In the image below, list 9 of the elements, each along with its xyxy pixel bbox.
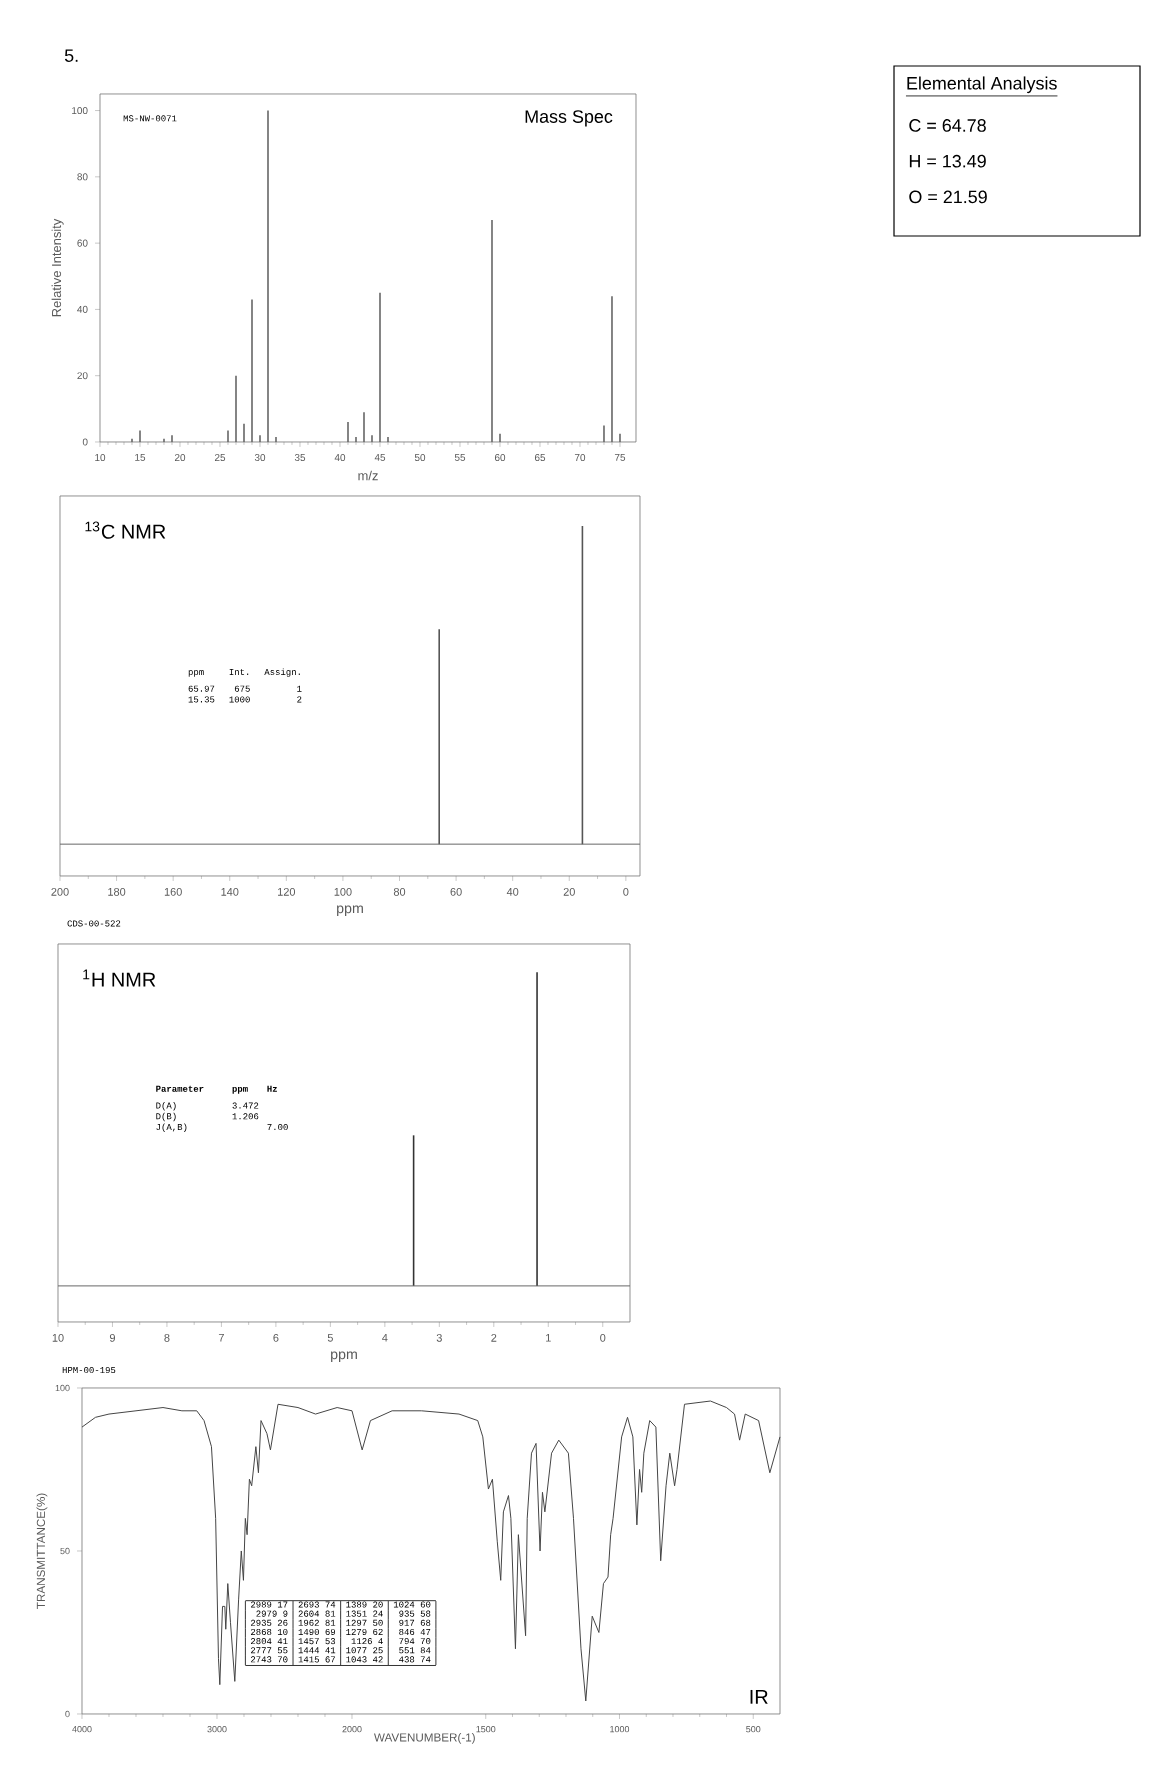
text: Elemental Analysis: [907, 76, 1057, 94]
chart-title: $^{13}$C NMR: [85, 521, 166, 539]
text: 5.: [64, 49, 78, 62]
chart-title: $^{1}$H NMR: [83, 969, 156, 987]
text: H = 13.49: [909, 154, 986, 168]
text: IR: [750, 1689, 768, 1704]
text: O = 21.59: [909, 190, 987, 204]
text: C = 64.78: [909, 119, 986, 132]
text: Mass Spec: [525, 110, 613, 127]
